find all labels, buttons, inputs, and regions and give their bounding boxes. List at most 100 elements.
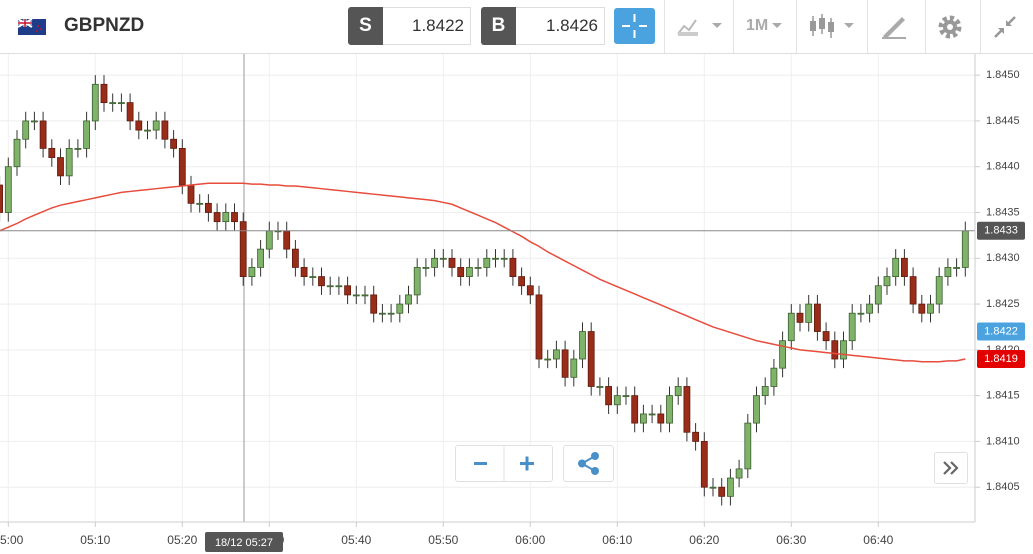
candle-style-button[interactable] bbox=[808, 12, 858, 40]
scroll-end-button[interactable] bbox=[934, 452, 968, 484]
share-icon bbox=[578, 452, 599, 475]
candle-body bbox=[65, 148, 73, 177]
candle-body bbox=[448, 257, 456, 268]
last-price-tag-box bbox=[977, 221, 1025, 240]
separator bbox=[664, 0, 665, 53]
candle-body bbox=[866, 303, 873, 314]
buy-price[interactable]: 1.8426 bbox=[516, 7, 605, 45]
candle-body bbox=[709, 486, 717, 489]
separator bbox=[867, 0, 868, 53]
crosshair-button[interactable] bbox=[614, 8, 655, 44]
candle-body bbox=[631, 395, 639, 424]
buy-button[interactable]: B bbox=[481, 7, 516, 45]
candle-body bbox=[909, 276, 917, 305]
last-price-tag: 1.8433 bbox=[984, 225, 1018, 237]
dropdown-arrow[interactable] bbox=[770, 14, 786, 38]
candle-body bbox=[605, 386, 612, 406]
draw-tool-button[interactable] bbox=[880, 14, 908, 40]
candle-body bbox=[83, 120, 90, 149]
candle-body bbox=[500, 257, 508, 260]
y-tick-label: 1.8450 bbox=[986, 69, 1020, 81]
candle-body bbox=[666, 395, 673, 424]
candle-body bbox=[361, 294, 369, 297]
y-tick-label: 1.8435 bbox=[986, 206, 1020, 218]
candle-body bbox=[787, 312, 795, 342]
candle-body bbox=[30, 120, 38, 123]
candle-body bbox=[178, 148, 186, 186]
candle-body bbox=[204, 202, 212, 213]
candle-body bbox=[700, 441, 708, 488]
candle-body bbox=[961, 230, 969, 268]
candle-body bbox=[518, 276, 525, 287]
candle-body bbox=[874, 285, 882, 305]
candle-body bbox=[483, 257, 491, 268]
x-tick-label: 06:40 bbox=[863, 533, 893, 547]
settings-button[interactable] bbox=[937, 14, 963, 40]
candle-body bbox=[335, 285, 343, 288]
candle-body bbox=[683, 386, 691, 433]
x-tick-label: 06:10 bbox=[602, 533, 632, 547]
y-tick-label: 1.8440 bbox=[986, 161, 1020, 173]
y-tick-label: 1.8430 bbox=[986, 252, 1020, 264]
candle-body bbox=[231, 212, 238, 223]
sell-button[interactable]: S bbox=[348, 7, 383, 45]
candle-body bbox=[213, 212, 221, 223]
candle-body bbox=[370, 294, 378, 314]
price-tags: 1.8422 1.8419 1.8433 bbox=[977, 221, 1025, 369]
candle-body bbox=[109, 102, 117, 105]
candle-body bbox=[170, 138, 178, 149]
plot-area bbox=[0, 54, 975, 522]
candle-body bbox=[396, 303, 404, 314]
timeframe[interactable]: 1M bbox=[746, 17, 769, 34]
price-chart: 1.84051.84101.84151.84201.84251.84301.84… bbox=[0, 54, 1025, 552]
candle-body bbox=[735, 468, 743, 479]
candle-body bbox=[344, 285, 352, 296]
chart-type-button[interactable] bbox=[676, 14, 726, 38]
candle-body bbox=[509, 257, 517, 277]
candle-body bbox=[622, 395, 630, 398]
candle-body bbox=[944, 267, 952, 277]
candle-body bbox=[4, 166, 12, 213]
candle-body bbox=[413, 267, 421, 296]
candle-body bbox=[935, 276, 943, 305]
candle-body bbox=[587, 331, 595, 387]
zoom-in[interactable] bbox=[520, 456, 534, 471]
sell-price[interactable]: 1.8422 bbox=[383, 7, 471, 45]
candle-body bbox=[144, 129, 151, 132]
candle-body bbox=[100, 83, 108, 104]
candle-body bbox=[126, 102, 134, 122]
crosshair-label-box bbox=[205, 532, 283, 552]
candle-body bbox=[901, 257, 908, 277]
x-tick-label: 05:10 bbox=[80, 533, 110, 547]
candle-body bbox=[761, 386, 769, 397]
candle-body bbox=[526, 285, 534, 296]
candle-body bbox=[57, 157, 64, 177]
share-button[interactable] bbox=[563, 445, 614, 482]
candle-body bbox=[161, 120, 169, 140]
candle-body bbox=[892, 257, 900, 277]
x-tick-label: 05:50 bbox=[428, 533, 458, 547]
candle-body bbox=[831, 340, 839, 360]
candle-body bbox=[822, 331, 830, 342]
candle-body bbox=[648, 413, 656, 416]
candle-body bbox=[570, 358, 578, 378]
zoom-icons bbox=[474, 446, 534, 481]
separator bbox=[733, 0, 734, 53]
candle-body bbox=[492, 257, 499, 260]
crosshair-label: 18/12 05:27 bbox=[215, 537, 273, 549]
candle-body bbox=[439, 257, 447, 260]
candle-body bbox=[561, 349, 569, 378]
candle-body bbox=[918, 303, 926, 314]
candle-body bbox=[640, 413, 647, 424]
y-tick-label: 1.8445 bbox=[986, 115, 1020, 127]
candle-body bbox=[291, 248, 299, 268]
candle-body bbox=[326, 285, 334, 288]
ma-price-tag-box bbox=[977, 350, 1025, 369]
candle-body bbox=[857, 312, 865, 315]
collapse-button[interactable] bbox=[992, 14, 1018, 40]
candle-body bbox=[0, 184, 4, 213]
separator bbox=[925, 0, 926, 53]
candle-body bbox=[596, 386, 604, 388]
candle-body bbox=[474, 267, 482, 269]
